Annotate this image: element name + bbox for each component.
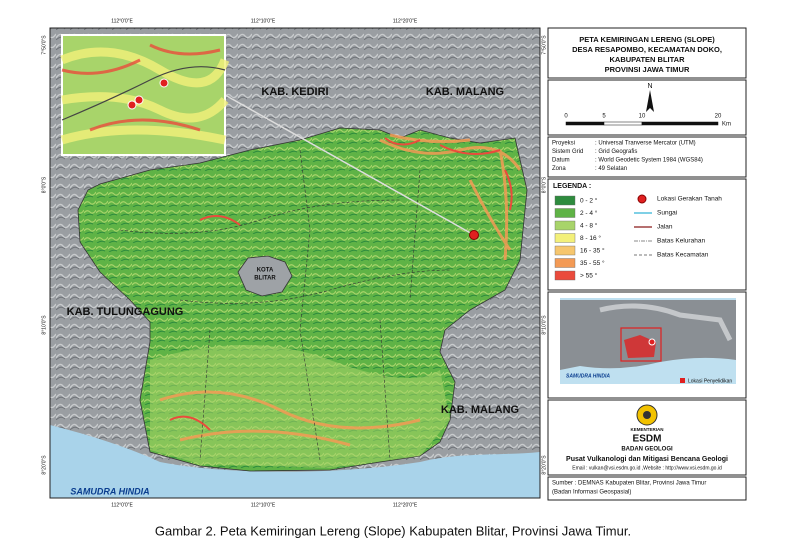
projection-value: : Universal Tranverse Mercator (UTM) [595,141,696,147]
legend-label: 2 - 4 ° [580,209,598,217]
legend-title: LEGENDA : [553,183,591,190]
coord-label: 8°0'0"S [41,176,47,193]
locator-map [560,298,736,384]
coord-label: 112°0'0"E [111,502,133,508]
map-label: KAB. TULUNGAGUNG [67,306,184,318]
map-frame [49,27,541,499]
map-label: BLITAR [254,276,276,282]
projection-box [547,136,747,178]
slope-zone [150,345,450,468]
landslide-location [469,230,479,240]
legend-label: 16 - 35 ° [580,247,605,255]
source-line: Sumber : DEMNAS Kabupaten Blitar, Provin… [552,481,706,487]
map-label: KOTA [257,268,274,274]
projection-value: : 49 Selatan [595,166,627,172]
zoom-inset [60,34,230,156]
coord-label: 7°50'0"S [541,35,547,55]
legend-label: 35 - 55 ° [580,259,605,267]
coord-label: 8°0'0"S [541,176,547,193]
map-label: SAMUDRA HINDIA [70,486,149,496]
north-label: N [647,83,652,90]
sea [50,425,540,498]
locator-legend: Lokasi Penyelidikan [688,378,732,384]
legend-label: 8 - 16 ° [580,234,601,242]
coord-label: 112°10'0"E [251,502,276,508]
coord-label: 8°20'0"S [541,455,547,475]
coord-label: 7°50'0"S [41,35,47,55]
scale-unit: Km [722,122,731,128]
map-label: KAB. MALANG [426,86,504,98]
source-box [547,476,747,501]
legend-box [547,178,747,291]
legend-swatch [554,258,576,268]
coord-label: 8°20'0"S [41,455,47,475]
map: KAB. KEDIRI KAB. MALANG KAB. TULUNGAGUNG KO… [50,28,540,498]
scale-tick-label: 5 [602,114,606,120]
projection-value: : Grid Geografis [595,149,637,155]
scale-segment [641,121,719,126]
projection-key: Zona [552,166,566,172]
map-label: KAB. MALANG [441,404,519,416]
coord-label: 112°20'0"E [393,502,418,508]
legend-label: > 55 ° [580,272,598,280]
legend-symbol [637,194,647,204]
city-area [237,255,293,297]
coord-label: 112°20'0"E [393,18,418,24]
map-title: PETA KEMIRINGAN LERENG (SLOPE) [579,35,715,44]
projection-value: : World Geodetic System 1984 (WGS84) [595,158,703,164]
coord-label: 112°0'0"E [111,18,133,24]
legend-swatch [554,195,576,206]
legend-symbol-label: Batas Kecamatan [657,252,709,259]
scale-segment [565,121,605,126]
district-boundary [119,149,451,461]
projection-key: Datum [552,158,570,164]
map-title: PROVINSI JAWA TIMUR [605,65,690,74]
legend-symbol-label: Batas Kelurahan [657,238,705,245]
agency-logo [636,404,658,426]
scale-segment [603,121,643,126]
map-title: KABUPATEN BLITAR [610,55,686,64]
north-arrow [646,90,654,112]
legend-label: 4 - 8 ° [580,222,598,230]
zoom-line [224,94,475,236]
legend-swatch [554,270,576,281]
legend-swatch [554,220,576,231]
legend-label: 0 - 2 ° [580,197,598,205]
legend-symbol-label: Jalan [657,224,673,231]
steep-slope [159,133,522,447]
agency-ministry: KEMENTERIAN [630,427,663,432]
legend-swatch [554,245,576,256]
agency-center: Pusat Vulkanologi dan Mitigasi Bencana G… [566,456,728,463]
agency-name: ESDM [633,434,662,445]
scale-tick-label: 20 [715,114,722,120]
legend-symbol-label: Lokasi Gerakan Tanah [657,196,722,203]
agency-office: BADAN GEOLOGI [621,447,673,453]
projection-key: Sistem Grid [552,149,583,155]
side-panel [547,27,747,501]
coord-label: 8°10'0"S [41,315,47,335]
projection-key: Proyeksi [552,141,575,147]
coord-label: 112°10'0"E [251,18,276,24]
map-title: DESA RESAPOMBO, KECAMATAN DOKO, [572,45,722,54]
very-steep-slope [169,137,513,431]
map-label: KAB. KEDIRI [261,86,328,98]
locator-sea: SAMUDRA HINDIA [566,373,610,379]
scale-tick-label: 0 [564,114,568,120]
source-line: (Badan Informasi Geospasial) [552,490,631,496]
agency-contact: Email : vulkan@vsi.esdm.go.id ,Website :… [572,465,722,471]
scale-tick-label: 10 [639,114,646,120]
coord-label: 8°10'0"S [541,315,547,335]
legend-symbol-label: Sungai [657,210,677,217]
caption: Gambar 2. Peta Kemiringan Lereng (Slope)… [155,523,631,538]
legend-swatch [554,208,576,218]
title-box [547,27,747,79]
legend-swatch [554,233,576,243]
